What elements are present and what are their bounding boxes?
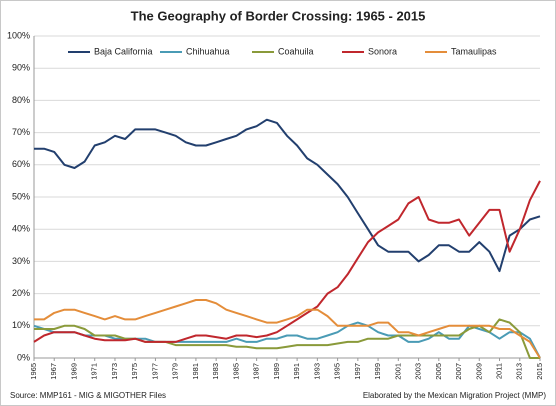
y-tick-label: 50%	[12, 191, 30, 201]
series-line	[34, 318, 540, 359]
source-note: Source: MMP161 - MIG & MIGOTHER Files	[10, 391, 166, 400]
credit-note: Elaborated by the Mexican Migration Proj…	[363, 391, 547, 400]
x-tick-label: 2001	[393, 363, 402, 380]
x-tick-label: 1967	[49, 363, 58, 380]
x-tick-label: 1983	[211, 363, 220, 380]
y-tick-label: 100%	[7, 30, 30, 40]
x-tick-label: 2003	[414, 363, 423, 380]
y-tick-label: 90%	[12, 63, 30, 73]
x-tick-label: 1979	[171, 363, 180, 380]
legend-label: Sonora	[368, 46, 397, 56]
x-tick-label: 1971	[90, 363, 99, 380]
legend-label: Chihuahua	[186, 46, 230, 56]
x-tick-label: 2015	[535, 363, 544, 380]
x-tick-label: 2007	[454, 363, 463, 380]
x-tick-label: 1999	[373, 363, 382, 380]
y-tick-label: 0%	[17, 352, 30, 362]
x-tick-label: 1975	[130, 363, 139, 380]
x-tick-label: 2011	[495, 363, 504, 379]
x-tick-label: 1965	[29, 363, 38, 380]
y-tick-label: 80%	[12, 95, 30, 105]
y-tick-label: 30%	[12, 256, 30, 266]
x-tick-label: 1989	[272, 363, 281, 380]
y-tick-label: 70%	[12, 127, 30, 137]
x-tick-label: 1995	[333, 363, 342, 380]
chart-title: The Geography of Border Crossing: 1965 -…	[131, 8, 426, 23]
x-tick-label: 1997	[353, 363, 362, 380]
series-line	[33, 321, 541, 359]
x-tick-label: 1993	[312, 363, 321, 380]
legend-label: Baja California	[94, 46, 153, 56]
y-tick-label: 60%	[12, 159, 30, 169]
x-tick-label: 1987	[252, 363, 261, 380]
x-tick-label: 2013	[515, 363, 524, 380]
series-line	[34, 299, 541, 359]
x-tick-label: 2005	[434, 363, 443, 380]
legend-label: Tamaulipas	[451, 46, 497, 56]
y-tick-label: 10%	[12, 320, 30, 330]
x-tick-label: 1991	[292, 363, 301, 380]
series-line	[33, 180, 541, 343]
series-line	[34, 118, 541, 273]
x-tick-label: 1977	[150, 363, 159, 380]
legend-label: Coahuila	[278, 46, 314, 56]
x-tick-label: 1985	[231, 363, 240, 380]
x-tick-label: 1981	[191, 363, 200, 380]
x-tick-label: 1973	[110, 363, 119, 380]
y-tick-label: 40%	[12, 224, 30, 234]
x-tick-label: 1969	[69, 363, 78, 380]
x-tick-label: 2009	[474, 363, 483, 380]
y-tick-label: 20%	[12, 288, 30, 298]
